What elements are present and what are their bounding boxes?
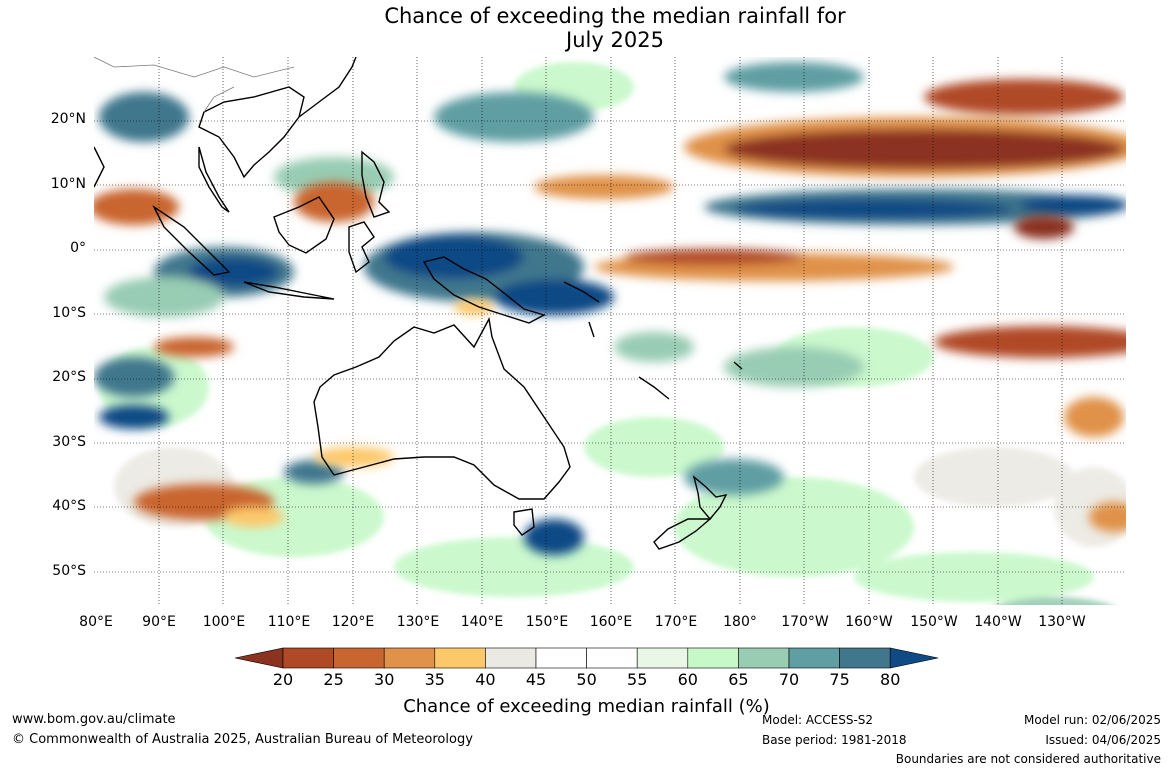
lon-label-90e: 90°E [142,614,176,630]
issued-text: Issued: 04/06/2025 [1045,733,1161,747]
china-coast [298,57,357,118]
new-zealand-south [653,518,712,550]
lon-label-120e: 120°E [331,614,375,630]
colorbar-segment [535,647,587,669]
colorbar-segment [738,647,790,669]
colorbar-tick-label: 30 [374,670,395,689]
colorbar-tick-label: 40 [475,670,496,689]
lon-label-130w: 130°W [1038,614,1086,630]
model-text: Model: ACCESS-S2 [762,713,874,727]
lon-label-150w: 150°W [910,614,958,630]
sulawesi-coast [348,221,375,274]
title-line-1: Chance of exceeding the median rainfall … [384,4,846,28]
lon-label-80e: 80°E [79,614,113,630]
lon-label-110e: 110°E [267,614,311,630]
colorbar-tick-label: 70 [778,670,800,689]
dry-anomalies [94,79,1126,532]
colorbar-tick-label: 50 [576,670,597,689]
lon-label-100e: 100°E [202,614,246,630]
colorbar-segment [788,647,840,669]
colorbar-segment [839,647,891,669]
colorbar-segment [333,647,385,669]
lon-label-150e: 150°E [525,614,569,630]
colorbar-tick-label: 20 [272,670,294,689]
lat-label-0: 0° [70,240,86,256]
tasmania-coast [513,508,535,536]
colorbar-tick-label: 65 [728,670,749,689]
colorbar-segment [687,647,739,669]
vanuatu [588,321,595,338]
lat-label-20s: 20°S [52,369,86,385]
colorbar-segment [485,647,537,669]
borneo-coast [273,196,335,254]
lat-label-50s: 50°S [52,563,86,579]
colorbar-tick-label: 45 [525,670,547,689]
colorbar-segment [586,647,638,669]
new-guinea-coast [422,256,546,324]
new-zealand-north [692,475,728,521]
title-line-2: July 2025 [566,28,664,52]
disclaimer-text: Boundaries are not considered authoritat… [895,752,1161,766]
colorbar-tick-label: 80 [880,670,901,689]
lat-label-10n: 10°N [50,176,86,192]
colorbar-segment [434,647,486,669]
colorbar-tick-label: 75 [829,670,850,689]
lon-label-160w: 160°W [845,614,893,630]
colorbar-arrow-low [234,647,284,669]
colorbar-label: Chance of exceeding median rainfall (%) [403,696,770,717]
lon-label-180: 180° [723,614,757,630]
coastlines [94,57,743,550]
lon-label-170w: 170°W [781,614,829,630]
australia-coast [313,316,571,500]
base-period-text: Base period: 1981-2018 [762,733,907,747]
colorbar-segment [282,647,334,669]
colorbar-tick-label: 25 [323,670,344,689]
sumatra-coast [152,204,231,276]
copyright-text: © Commonwealth of Australia 2025, Austra… [12,732,473,747]
graticule [94,57,1126,605]
colorbar-tick-label: 35 [424,670,445,689]
java-coast [243,281,335,300]
map-canvas [94,57,1126,605]
colorbar-segment [636,647,689,669]
malay-peninsula [198,146,230,213]
colorbar [234,647,939,669]
philippines-coast [361,150,391,218]
lon-label-140w: 140°W [974,614,1022,630]
lon-label-140e: 140°E [460,614,504,630]
land-borders [94,57,295,113]
website-link[interactable]: www.bom.gov.au/climate [12,712,176,727]
lat-label-30s: 30°S [52,434,86,450]
colorbar-arrow-high [889,647,939,669]
lat-label-40s: 40°S [52,498,86,514]
rainfall-probability-map [94,57,1126,605]
model-run-text: Model run: 02/06/2025 [1023,713,1161,727]
lon-label-170e: 170°E [654,614,698,630]
fiji [733,361,743,370]
colorbar-segment [383,647,436,669]
lat-label-20n: 20°N [50,111,86,127]
lon-label-130e: 130°E [396,614,440,630]
map-title: Chance of exceeding the median rainfall … [0,4,1173,52]
solomon-islands [563,281,600,303]
indochina-coast [198,86,305,179]
new-caledonia [638,376,670,400]
lon-label-160e: 160°E [589,614,633,630]
lat-label-10s: 10°S [52,305,86,321]
colorbar-tick-label: 55 [627,670,648,689]
colorbar-tick-label: 60 [677,670,698,689]
india-coast [94,146,105,188]
